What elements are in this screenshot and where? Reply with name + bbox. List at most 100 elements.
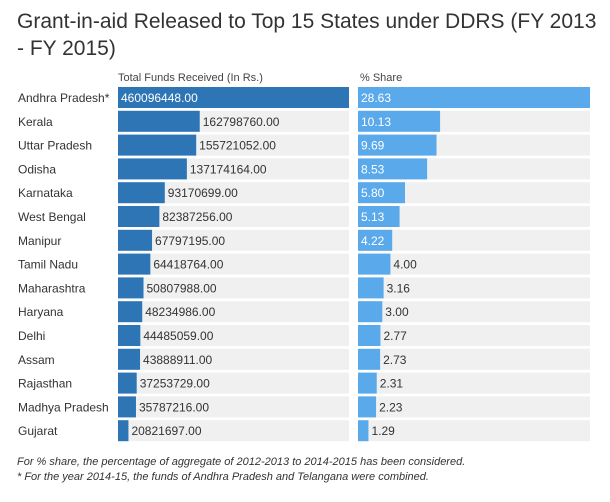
category-label: Andhra Pradesh* <box>18 91 110 105</box>
category-label: Assam <box>18 353 55 367</box>
funds-bar <box>118 348 141 370</box>
share-row-background <box>358 229 590 251</box>
share-row-background <box>358 420 590 442</box>
share-bar <box>358 348 381 370</box>
footnote-share: For % share, the percentage of aggregate… <box>17 456 466 468</box>
category-label: Maharashtra <box>18 281 86 295</box>
share-value-label: 3.16 <box>387 281 411 295</box>
category-label: Madhya Pradesh <box>18 400 109 414</box>
share-bar <box>358 372 377 394</box>
funds-row-background <box>118 348 349 370</box>
share-bar <box>358 325 381 346</box>
funds-bar <box>118 325 141 346</box>
footnote-andhra: * For the year 2014-15, the funds of And… <box>17 471 429 483</box>
category-label: Odisha <box>18 162 56 176</box>
funds-value-label: 162798760.00 <box>203 115 280 129</box>
share-value-label: 2.23 <box>379 400 403 414</box>
funds-bar <box>118 206 160 227</box>
funds-bar <box>118 158 187 180</box>
share-bar <box>358 229 393 251</box>
funds-row-background <box>118 301 349 323</box>
funds-row-background <box>118 182 349 204</box>
share-value-label: 4.22 <box>361 234 385 248</box>
category-label: Delhi <box>18 329 45 343</box>
share-value-label: 5.13 <box>361 210 385 224</box>
share-row-background <box>358 182 590 204</box>
share-bar <box>358 110 441 132</box>
funds-column-header: Total Funds Received (In Rs.) <box>118 72 263 84</box>
funds-value-label: 35787216.00 <box>139 400 209 414</box>
share-value-label: 2.31 <box>380 377 404 391</box>
share-bar <box>358 277 384 299</box>
share-row-background <box>358 253 590 275</box>
funds-row-background <box>118 420 349 442</box>
funds-bar <box>118 253 151 275</box>
category-label: Karnataka <box>18 186 73 200</box>
funds-row-background <box>118 396 349 418</box>
funds-value-label: 137174164.00 <box>190 162 267 176</box>
share-column-header: % Share <box>360 72 403 84</box>
funds-row-background <box>118 253 349 275</box>
share-bar <box>358 253 391 275</box>
funds-row-background <box>118 229 349 251</box>
funds-bar <box>118 277 144 299</box>
funds-value-label: 20821697.00 <box>131 424 201 438</box>
share-value-label: 5.80 <box>361 186 385 200</box>
share-value-label: 1.29 <box>371 424 395 438</box>
category-label: West Bengal <box>18 210 86 224</box>
share-bar <box>358 301 383 323</box>
share-row-background <box>358 396 590 418</box>
category-label: Kerala <box>18 115 53 129</box>
share-row-background <box>358 325 590 346</box>
funds-bar <box>118 110 200 132</box>
share-row-background <box>358 348 590 370</box>
share-bar <box>358 206 400 227</box>
share-row-background <box>358 372 590 394</box>
share-row-background <box>358 206 590 227</box>
share-value-label: 2.77 <box>383 329 407 343</box>
funds-bar <box>118 301 143 323</box>
share-bar <box>358 396 377 418</box>
funds-bar <box>118 182 165 204</box>
category-label: Tamil Nadu <box>18 258 78 272</box>
share-bar <box>358 87 590 108</box>
funds-value-label: 67797195.00 <box>155 234 225 248</box>
share-value-label: 3.00 <box>385 305 409 319</box>
chart-title: Grant-in-aid Released to Top 15 States u… <box>17 10 597 60</box>
funds-bar <box>118 229 153 251</box>
funds-row-background <box>118 372 349 394</box>
funds-value-label: 155721052.00 <box>199 139 276 153</box>
share-value-label: 8.53 <box>361 162 385 176</box>
share-row-background <box>358 277 590 299</box>
share-value-label: 9.69 <box>361 139 385 153</box>
funds-row-background <box>118 206 349 227</box>
funds-bar <box>118 87 349 108</box>
funds-bar <box>118 134 197 156</box>
funds-value-label: 50807988.00 <box>147 281 217 295</box>
funds-value-label: 93170699.00 <box>168 186 238 200</box>
funds-row-background <box>118 277 349 299</box>
share-row-background <box>358 301 590 323</box>
funds-bar <box>118 372 137 394</box>
funds-value-label: 37253729.00 <box>140 377 210 391</box>
share-value-label: 4.00 <box>393 258 417 272</box>
share-value-label: 28.63 <box>361 91 391 105</box>
category-label: Rajasthan <box>18 377 72 391</box>
funds-value-label: 82387256.00 <box>162 210 232 224</box>
funds-value-label: 48234986.00 <box>145 305 215 319</box>
category-label: Haryana <box>18 305 64 319</box>
funds-bar <box>118 396 136 418</box>
share-value-label: 2.73 <box>383 353 407 367</box>
funds-value-label: 64418764.00 <box>153 258 223 272</box>
share-bar <box>358 182 405 204</box>
share-bar <box>358 134 437 156</box>
share-value-label: 10.13 <box>361 115 391 129</box>
category-label: Gujarat <box>18 424 58 438</box>
funds-value-label: 43888911.00 <box>143 353 213 367</box>
funds-value-label: 44485059.00 <box>143 329 213 343</box>
funds-value-label: 460096448.00 <box>121 91 198 105</box>
share-bar <box>358 158 428 180</box>
funds-bar <box>118 420 129 442</box>
category-label: Manipur <box>18 234 61 248</box>
